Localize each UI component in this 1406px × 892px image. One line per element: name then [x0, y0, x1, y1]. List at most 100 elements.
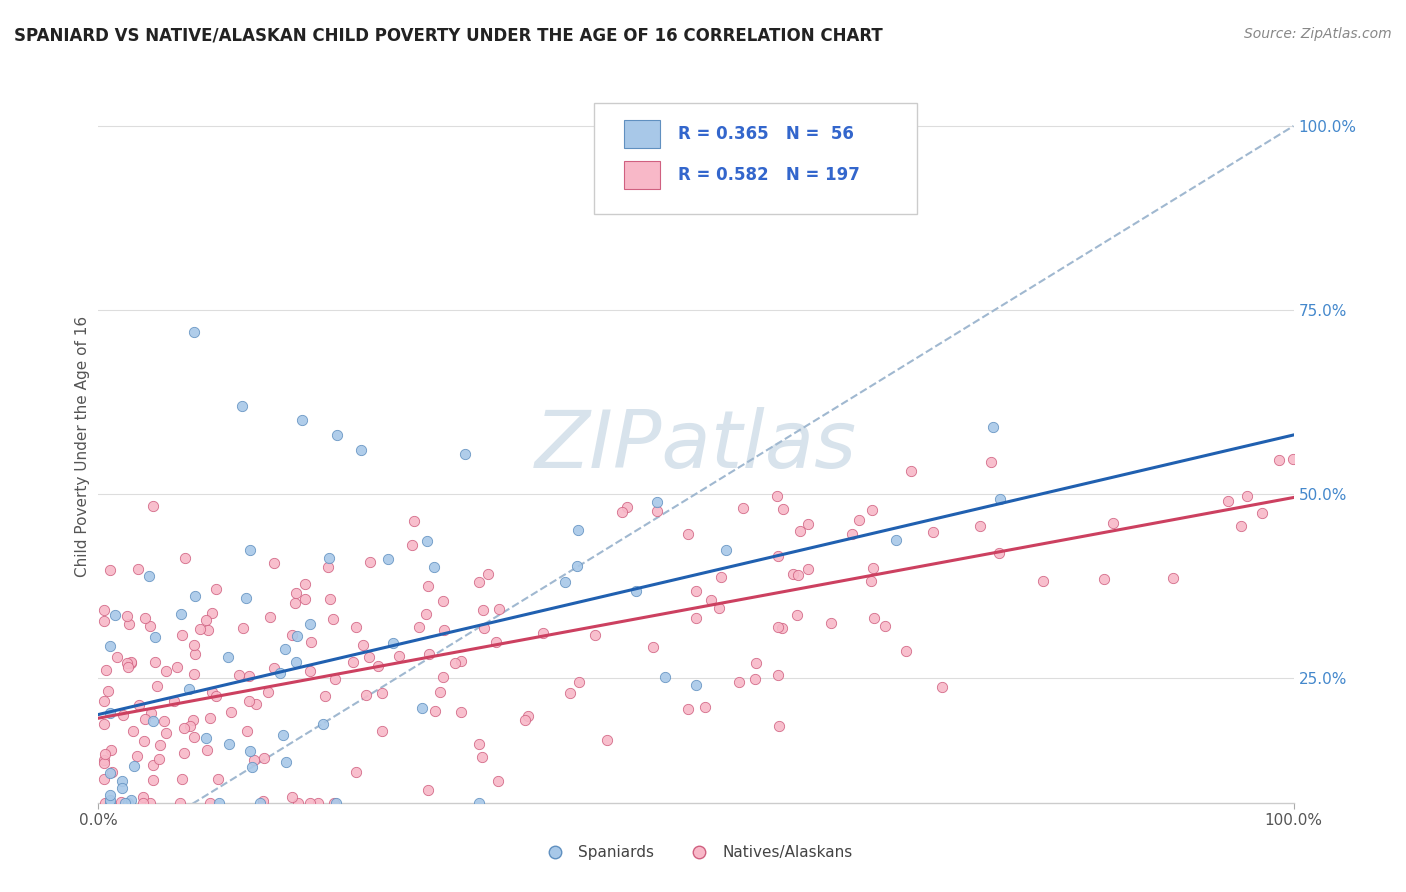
Point	[307, 796, 329, 810]
Point	[1032, 574, 1054, 588]
Point	[312, 717, 335, 731]
Point	[170, 607, 193, 621]
Point	[207, 772, 229, 786]
Point	[423, 705, 446, 719]
Point	[169, 796, 191, 810]
Point	[367, 659, 389, 673]
Point	[204, 582, 226, 596]
Point	[647, 503, 669, 517]
Point	[183, 325, 205, 339]
Point	[269, 666, 291, 681]
Point	[931, 680, 953, 694]
Point	[693, 699, 716, 714]
Point	[299, 796, 322, 810]
Point	[93, 772, 115, 787]
Point	[93, 602, 115, 616]
Text: ZIPatlas: ZIPatlas	[534, 407, 858, 485]
Point	[513, 713, 536, 727]
Point	[284, 655, 307, 669]
Point	[120, 655, 142, 669]
Point	[281, 628, 304, 642]
Point	[291, 413, 314, 427]
Point	[322, 612, 344, 626]
Point	[432, 670, 454, 684]
Point	[274, 755, 297, 769]
Point	[766, 620, 789, 634]
Point	[314, 690, 336, 704]
Point	[583, 628, 606, 642]
Point	[114, 796, 136, 810]
Point	[148, 752, 170, 766]
Point	[342, 655, 364, 669]
Point	[323, 672, 346, 686]
Point	[1236, 489, 1258, 503]
Text: R = 0.365   N =  56: R = 0.365 N = 56	[678, 125, 853, 143]
Point	[884, 533, 907, 548]
Point	[477, 566, 499, 581]
Point	[685, 678, 707, 692]
Point	[294, 576, 316, 591]
Point	[371, 686, 394, 700]
Point	[388, 648, 411, 663]
Point	[198, 711, 221, 725]
Point	[612, 505, 634, 519]
Point	[98, 796, 122, 810]
Point	[200, 796, 222, 810]
Point	[127, 561, 149, 575]
Point	[486, 773, 509, 788]
Point	[94, 663, 117, 677]
Point	[820, 616, 842, 631]
Point	[177, 681, 200, 696]
Point	[626, 584, 648, 599]
Point	[841, 526, 863, 541]
Point	[415, 607, 437, 621]
Point	[558, 686, 581, 700]
Point	[143, 655, 166, 669]
Point	[411, 701, 433, 715]
Point	[416, 579, 439, 593]
Point	[93, 796, 115, 810]
Point	[132, 796, 155, 810]
Point	[117, 660, 139, 674]
Point	[263, 556, 285, 570]
Point	[105, 649, 128, 664]
Point	[1267, 453, 1289, 467]
Point	[142, 714, 165, 728]
Point	[142, 758, 165, 772]
Point	[170, 772, 193, 787]
Point	[155, 664, 177, 678]
Y-axis label: Child Poverty Under the Age of 16: Child Poverty Under the Age of 16	[75, 316, 90, 576]
Point	[252, 794, 274, 808]
Point	[239, 744, 262, 758]
Point	[284, 586, 307, 600]
Point	[554, 574, 576, 589]
Point	[183, 638, 205, 652]
Point	[859, 574, 882, 589]
Point	[517, 709, 540, 723]
Point	[645, 495, 668, 509]
Point	[294, 592, 316, 607]
Point	[201, 685, 224, 699]
Point	[707, 600, 730, 615]
Point	[766, 489, 789, 503]
Point	[443, 657, 465, 671]
Point	[454, 447, 477, 461]
Point	[245, 697, 267, 711]
Point	[103, 607, 125, 622]
Point	[676, 702, 699, 716]
Point	[188, 622, 211, 636]
Point	[238, 693, 260, 707]
Point	[318, 550, 340, 565]
Point	[142, 773, 165, 788]
Point	[382, 636, 405, 650]
Point	[596, 733, 619, 747]
Point	[772, 502, 794, 516]
Point	[988, 546, 1011, 560]
Point	[418, 647, 440, 661]
Point	[183, 713, 205, 727]
Point	[183, 730, 205, 744]
Point	[416, 533, 439, 548]
Point	[132, 790, 155, 805]
Point	[1092, 572, 1115, 586]
Point	[100, 743, 122, 757]
